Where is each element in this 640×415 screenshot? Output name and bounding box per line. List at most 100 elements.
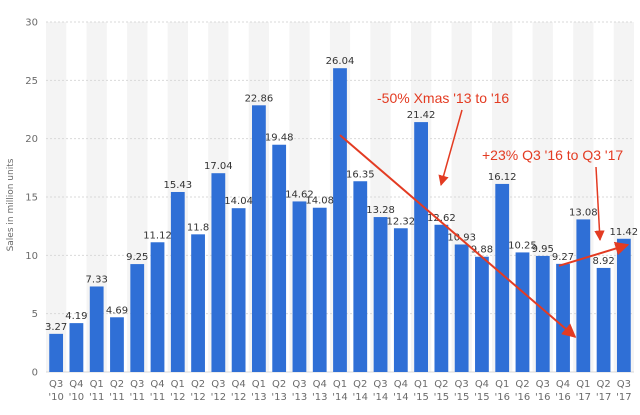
x-tick-label-quarter: Q2 [191, 379, 205, 390]
bar-value-label: 14.62 [285, 189, 314, 200]
x-tick-label-year: '12 [190, 392, 205, 403]
x-tick-label-quarter: Q3 [536, 379, 550, 390]
annotation-arrow [339, 134, 577, 338]
bar-value-label: 7.33 [86, 274, 108, 285]
x-tick-label-year: '11 [89, 392, 104, 403]
x-tick-label-quarter: Q2 [110, 379, 124, 390]
x-tick-label-quarter: Q1 [171, 379, 185, 390]
x-tick-label-year: '16 [494, 392, 509, 403]
x-tick-label-quarter: Q4 [475, 379, 489, 390]
bar [373, 217, 388, 372]
bar-value-label: 26.04 [326, 56, 355, 67]
x-tick-label-quarter: Q1 [414, 379, 428, 390]
bar-value-label: 15.43 [163, 180, 192, 191]
bar [110, 317, 124, 372]
x-tick-label-year: '13 [292, 392, 307, 403]
x-tick-label-quarter: Q3 [373, 379, 387, 390]
bar [130, 264, 145, 372]
bars [49, 68, 631, 373]
bar [89, 286, 104, 372]
bar-value-label: 16.12 [488, 172, 517, 183]
bar-value-label: 9.25 [126, 252, 148, 263]
annotation-xmas-decline: -50% Xmas '13 to '16 [377, 90, 509, 106]
background-band [86, 22, 107, 372]
bar [170, 191, 185, 372]
bar-labels: 3.274.19 7.33 4.69 9.25 11.12 15.43 11.8 17.04 1… [45, 56, 638, 333]
x-tick-label-year: '13 [271, 392, 286, 403]
x-tick-label-quarter: Q1 [495, 379, 509, 390]
x-tick-label-quarter: Q1 [252, 379, 266, 390]
bar [616, 238, 631, 372]
bar-value-label: 11.42 [610, 227, 639, 238]
y-tick-label: 0 [32, 368, 38, 379]
bar-value-label: 4.69 [106, 305, 128, 316]
bar [434, 224, 449, 372]
bar [414, 122, 428, 372]
background-band [46, 22, 67, 372]
x-tick-label-quarter: Q2 [353, 379, 367, 390]
x-tick-label-year: '17 [616, 392, 631, 403]
y-tick-label: 30 [25, 18, 38, 29]
x-tick-label-quarter: Q4 [150, 379, 164, 390]
bar [475, 256, 489, 372]
x-tick-label-year: '15 [413, 392, 428, 403]
bar-value-label: 13.28 [366, 205, 395, 216]
x-tick-label-year: '16 [535, 392, 550, 403]
bar-value-label: 13.08 [569, 207, 598, 218]
bar-value-label: 11.8 [187, 222, 209, 233]
y-axis-title: Sales in million units [6, 158, 16, 251]
bar-value-label: 9.95 [532, 244, 554, 255]
y-tick-label: 25 [25, 76, 38, 87]
y-tick-label: 15 [25, 193, 38, 204]
x-tick-label-year: '17 [596, 392, 611, 403]
y-tick-label: 20 [25, 134, 38, 145]
x-axis-ticks: Q3 '10 Q4 '10 Q1 '11 Q2 '11 Q3 '11 Q4 '11 Q1 '12 Q2 '12… [48, 379, 631, 403]
x-tick-label-year: '13 [312, 392, 327, 403]
bar-value-label: 16.35 [346, 169, 375, 180]
bar-value-label: 17.04 [204, 161, 233, 172]
x-tick-label-quarter: Q4 [69, 379, 83, 390]
x-tick-label-year: '15 [454, 392, 469, 403]
annotation-pointer-arrow [438, 109, 463, 187]
bar [211, 173, 226, 372]
x-tick-label-quarter: Q3 [130, 379, 144, 390]
annotation-pointer-arrow [594, 166, 605, 242]
x-tick-label-quarter: Q3 [211, 379, 225, 390]
y-tick-label: 5 [32, 309, 38, 320]
x-tick-label-year: '12 [231, 392, 246, 403]
x-tick-label-year: '17 [576, 392, 591, 403]
bar [353, 181, 368, 372]
bar-value-label: 10.25 [508, 240, 537, 251]
bar [576, 219, 591, 372]
x-tick-label-year: '16 [515, 392, 530, 403]
x-tick-label-year: '14 [353, 392, 368, 403]
bar [150, 242, 165, 372]
bar-value-label: 11.12 [143, 230, 172, 241]
bar-value-label: 22.86 [245, 93, 274, 104]
x-tick-label-quarter: Q3 [617, 379, 631, 390]
bar-value-label: 14.04 [224, 196, 253, 207]
x-tick-label-year: '14 [332, 392, 347, 403]
bar-value-label: 14.08 [305, 196, 334, 207]
x-tick-label-quarter: Q1 [333, 379, 347, 390]
x-tick-label-quarter: Q3 [292, 379, 306, 390]
x-tick-label-quarter: Q4 [394, 379, 408, 390]
x-tick-label-quarter: Q2 [272, 379, 286, 390]
x-tick-label-quarter: Q4 [556, 379, 570, 390]
x-tick-label-year: '10 [48, 392, 63, 403]
annotation-arrow [558, 241, 630, 267]
x-tick-label-year: '14 [373, 392, 388, 403]
x-tick-label-year: '10 [69, 392, 84, 403]
y-axis-ticks: 0 5 10 15 20 25 30 [25, 18, 38, 379]
bar [312, 207, 327, 372]
bar [69, 323, 84, 372]
bar [333, 68, 347, 372]
x-tick-label-quarter: Q1 [90, 379, 104, 390]
bar [292, 201, 307, 372]
y-tick-label: 10 [25, 251, 38, 262]
bar [49, 333, 64, 372]
annotation-q3-growth: +23% Q3 '16 to Q3 '17 [482, 147, 623, 163]
x-tick-label-quarter: Q2 [596, 379, 610, 390]
bar [191, 234, 205, 372]
